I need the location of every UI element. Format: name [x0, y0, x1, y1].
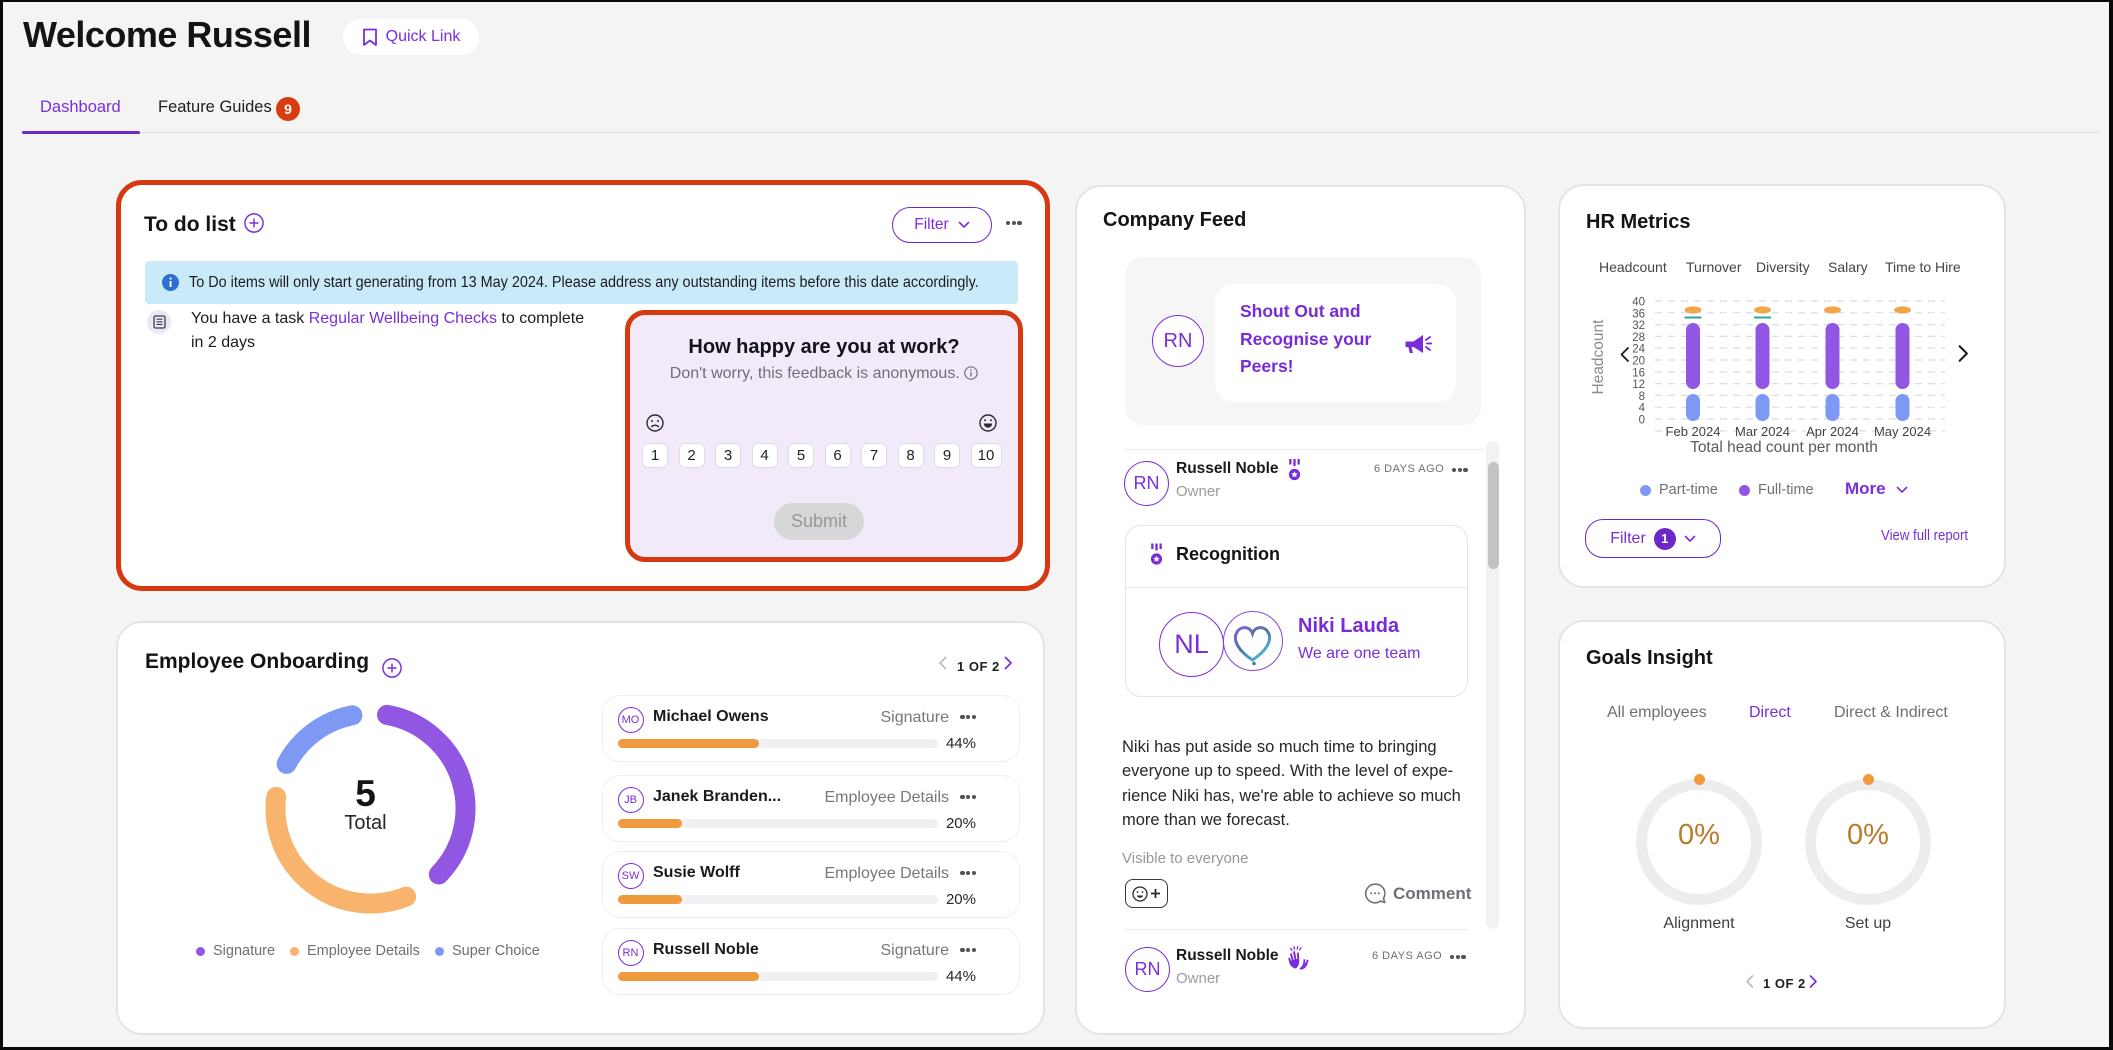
svg-text:Mar 2024: Mar 2024: [1735, 424, 1790, 439]
svg-text:8: 8: [1639, 391, 1645, 403]
svg-text:12: 12: [1632, 379, 1645, 391]
svg-text:Feb 2024: Feb 2024: [1666, 424, 1721, 439]
svg-text:24: 24: [1632, 344, 1645, 356]
svg-text:Apr 2024: Apr 2024: [1806, 424, 1859, 439]
svg-text:May 2024: May 2024: [1874, 424, 1931, 439]
svg-text:40: 40: [1632, 297, 1645, 309]
svg-text:32: 32: [1632, 320, 1645, 332]
svg-text:4: 4: [1639, 403, 1646, 415]
svg-text:16: 16: [1632, 367, 1645, 379]
svg-text:28: 28: [1632, 332, 1645, 344]
svg-text:0: 0: [1639, 415, 1645, 427]
svg-text:20: 20: [1632, 356, 1645, 368]
svg-text:36: 36: [1632, 308, 1645, 320]
